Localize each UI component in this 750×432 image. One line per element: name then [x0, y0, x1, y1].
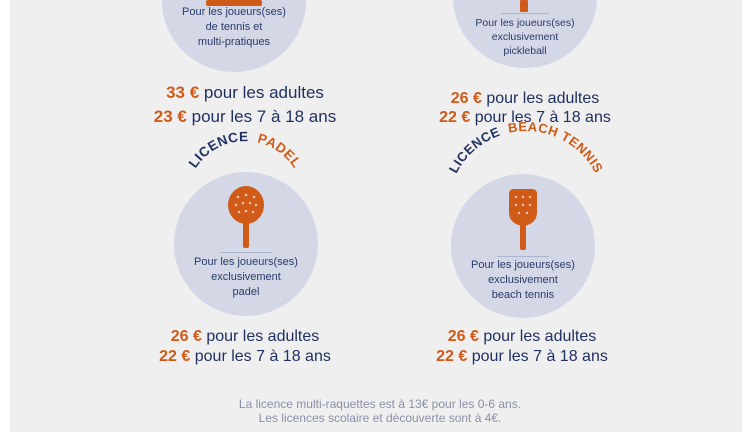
- card-tennis-desc-line: multi-pratiques: [197, 36, 271, 48]
- price-amount: 26 €: [447, 328, 479, 345]
- price-label: pour les adultes: [486, 90, 600, 107]
- price-amount: 22 €: [439, 109, 471, 126]
- card-padel-adult-price: 26 € pour les adultes: [120, 327, 370, 347]
- card-padel-description: Pour les joueurs(ses) exclusivement pade…: [174, 255, 318, 300]
- card-pickleball-adult-price: 26 € pour les adultes: [400, 89, 650, 109]
- card-tennis-desc-line: de tennis et: [205, 21, 263, 33]
- card-pickleball-desc-line: exclusivement: [491, 31, 559, 43]
- card-beach-tennis-circle: Pour les joueurs(ses) exclusivement beac…: [451, 174, 595, 318]
- divider: [220, 252, 272, 253]
- card-beach-tennis-desc-line: exclusivement: [488, 274, 558, 286]
- card-tennis-youth-price: 23 € pour les 7 à 18 ans: [120, 107, 370, 127]
- card-pickleball-desc-line: pickleball: [503, 45, 547, 57]
- card-pickleball-desc-line: Pour les joueurs(ses): [475, 17, 575, 29]
- card-beach-tennis-youth-price: 22 € pour les 7 à 18 ans: [397, 347, 647, 367]
- price-amount: 23 €: [153, 107, 187, 126]
- card-padel-circle: Pour les joueurs(ses) exclusivement pade…: [174, 172, 318, 316]
- price-label: pour les 7 à 18 ans: [471, 348, 608, 365]
- footnote-line: La licence multi-raquettes est à 13€ pou…: [238, 397, 522, 411]
- pickleball-paddle-handle-icon: [520, 0, 528, 12]
- licence-panel: [10, 0, 742, 432]
- card-tennis-top-fragment: [206, 0, 262, 6]
- footnote-line: Les licences scolaire et découverte sont…: [258, 411, 502, 425]
- price-label: pour les 7 à 18 ans: [474, 109, 611, 126]
- card-beach-tennis-desc-line: Pour les joueurs(ses): [471, 259, 575, 271]
- price-amount: 22 €: [159, 348, 191, 365]
- padel-racket-icon: [228, 186, 264, 248]
- card-padel-desc-line: padel: [232, 286, 260, 298]
- card-pickleball-description: Pour les joueurs(ses) exclusivement pick…: [453, 16, 597, 58]
- price-label: pour les adultes: [483, 328, 597, 345]
- card-padel-desc-line: Pour les joueurs(ses): [194, 256, 298, 268]
- price-amount: 26 €: [450, 90, 482, 107]
- card-padel-desc-line: exclusivement: [211, 271, 281, 283]
- card-beach-tennis-description: Pour les joueurs(ses) exclusivement beac…: [451, 258, 595, 303]
- card-tennis-desc-line: Pour les joueurs(ses): [182, 6, 286, 18]
- price-label: pour les adultes: [203, 83, 324, 102]
- price-label: pour les adultes: [206, 328, 320, 345]
- price-amount: 26 €: [170, 328, 202, 345]
- card-padel-youth-price: 22 € pour les 7 à 18 ans: [120, 347, 370, 367]
- card-tennis-adult-price: 33 € pour les adultes: [120, 83, 370, 103]
- divider: [501, 13, 549, 14]
- card-beach-tennis-desc-line: beach tennis: [491, 289, 555, 301]
- card-pickleball-youth-price: 22 € pour les 7 à 18 ans: [400, 108, 650, 128]
- card-beach-tennis-adult-price: 26 € pour les adultes: [397, 327, 647, 347]
- divider: [497, 256, 549, 257]
- price-amount: 22 €: [436, 348, 468, 365]
- card-pickleball-circle: Pour les joueurs(ses) exclusivement pick…: [453, 0, 597, 68]
- card-tennis-description: Pour les joueurs(ses) de tennis et multi…: [162, 5, 306, 50]
- beach-tennis-racket-icon: [509, 189, 537, 250]
- price-amount: 33 €: [166, 83, 200, 102]
- price-label: pour les 7 à 18 ans: [194, 348, 331, 365]
- price-label: pour les 7 à 18 ans: [191, 107, 337, 126]
